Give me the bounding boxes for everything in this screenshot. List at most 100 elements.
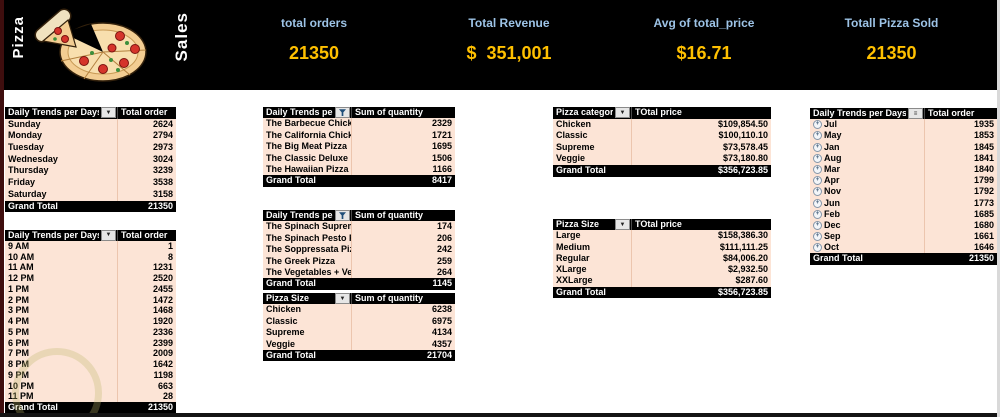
column-header-label: Pizza Size [266,293,310,303]
expand-icon[interactable]: + [813,120,822,130]
table-row[interactable]: XXLarge $287.60 [553,275,771,287]
row-label-cell: 12 PM [5,273,117,284]
table-row[interactable]: + Jun 1773 [810,197,997,209]
table-row[interactable]: The Spinach Supreme Piz174 [263,221,455,233]
table-row[interactable]: Chicken 6238 [263,304,455,316]
window-left-edge [0,0,4,417]
expand-icon[interactable]: + [813,232,822,242]
filter-dropdown-icon[interactable]: ▼ [615,219,630,231]
table-row[interactable]: Medium $111,111.25 [553,241,771,253]
table-row[interactable]: Tuesday 2973 [5,142,176,154]
table-row[interactable]: + Jul 1935 [810,119,997,131]
table-row[interactable]: Sunday 2624 [5,118,176,131]
table-row[interactable]: The Big Meat Pizza 1695 [263,141,455,153]
row-label: Classic [266,315,298,326]
table-row[interactable]: Regular $84,006.20 [553,252,771,265]
expand-icon[interactable]: + [813,165,822,175]
filter-lines-icon[interactable]: ≡ [908,108,923,120]
table-row[interactable]: The Soppressata Pizza242 [263,244,455,256]
table-row[interactable]: + Dec 1680 [810,219,997,232]
table-row[interactable]: 11 AM 1231 [5,262,176,273]
table-row[interactable]: Chicken $109,854.50 [553,118,771,131]
table-row[interactable]: Friday 3538 [5,177,176,189]
row-label-cell: 1 PM [5,284,117,295]
table-row[interactable]: Classic $100,110.10 [553,130,771,142]
row-value: 1695 [351,141,455,153]
row-value: 174 [351,221,455,233]
table-row[interactable]: XLarge $2,932.50 [553,264,771,276]
filter-dropdown-icon[interactable]: ▼ [101,230,116,241]
table-row[interactable]: 9 PM 1198 [5,369,176,381]
expand-icon[interactable]: + [813,142,822,152]
value-column-header: Sum of quantity [351,107,455,119]
kpi-label: Total Revenue [468,16,550,30]
table-row[interactable]: + May 1853 [810,130,997,142]
table-row[interactable]: Veggie $73,180.80 [553,153,771,165]
pivot-table-bottom-pizzas-by-quantity: Daily Trends per DaysSum of quantityThe … [263,210,455,290]
expand-icon[interactable]: + [813,220,822,230]
table-row[interactable]: Supreme $73,578.45 [553,141,771,154]
table-row[interactable]: + Sep 1661 [810,231,997,243]
table-row[interactable]: 8 PM 1642 [5,359,176,370]
pivot-table-category-revenue: Pizza category ▼ TOtal price Chicken $109,85… [553,107,771,177]
table-row[interactable]: Thursday 3239 [5,165,176,178]
table-row[interactable]: 6 PM 2399 [5,337,176,349]
table-row[interactable]: + Apr 1799 [810,175,997,187]
expand-icon[interactable]: + [813,176,822,186]
filter-funnel-icon[interactable] [335,107,350,119]
expand-icon[interactable]: + [813,187,822,197]
row-value: 4357 [351,338,455,350]
table-row[interactable]: + Mar 1840 [810,163,997,176]
filter-dropdown-icon[interactable]: ▼ [335,293,350,305]
table-row[interactable]: Monday 2794 [5,130,176,143]
table-row[interactable]: Supreme 4134 [263,327,455,339]
table-row[interactable]: 5 PM 2336 [5,326,176,338]
table-row[interactable]: The Vegetables + Vegetab264 [263,266,455,279]
table-row[interactable]: + Jan 1845 [810,141,997,153]
table-row[interactable]: The Barbecue Chicken Pi2329 [263,118,455,130]
table-row[interactable]: + Feb 1685 [810,208,997,220]
table-row[interactable]: Wednesday 3024 [5,153,176,166]
expand-icon[interactable]: + [813,243,822,253]
filter-dropdown-icon[interactable]: ▼ [101,107,116,119]
table-row[interactable]: 11 PM 28 [5,391,176,402]
table-row[interactable]: + Aug 1841 [810,152,997,164]
pivot-table-category-quantity: Pizza Size ▼ Sum of quantity Chicken 6238 Cla… [263,293,455,362]
table-row[interactable]: + Nov 1792 [810,186,997,198]
expand-icon[interactable]: + [813,131,822,141]
row-label-cell: Sunday [5,119,117,131]
table-row[interactable]: The Spinach Pesto Pizza206 [263,232,455,245]
table-row[interactable]: 4 PM 1920 [5,316,176,327]
grand-total-value: 21350 [968,253,994,264]
row-label: Nov [824,186,842,197]
table-row[interactable]: 12 PM 2520 [5,273,176,284]
grand-total-value: $356,723.85 [717,164,768,175]
table-row[interactable]: Saturday 3158 [5,188,176,201]
table-row[interactable]: 7 PM 2009 [5,348,176,359]
table-row[interactable]: The Hawaiian Pizza 1166 [263,163,455,176]
table-row[interactable]: 10 PM 663 [5,380,176,392]
table-row[interactable]: Veggie 4357 [263,338,455,350]
filter-funnel-icon[interactable] [335,210,350,222]
table-row[interactable]: 1 PM 2455 [5,283,176,295]
row-label: XXLarge [556,275,593,286]
table-row[interactable]: The Classic Deluxe Pizza1506 [263,152,455,164]
row-label-cell: Veggie [263,339,351,350]
table-row[interactable]: 2 PM 1472 [5,294,176,306]
filter-dropdown-icon[interactable]: ▼ [615,107,630,119]
table-row[interactable]: The California Chicken Pi1721 [263,129,455,142]
expand-icon[interactable]: + [813,198,822,208]
row-label-cell: 11 PM [5,391,117,402]
table-row[interactable]: Large $158,386.30 [553,230,771,242]
expand-icon[interactable]: + [813,153,822,163]
expand-icon[interactable]: + [813,209,822,219]
column-header-label: Daily Trends per Days [813,108,906,118]
table-row[interactable]: 10 AM 8 [5,251,176,263]
table-row[interactable]: Classic 6975 [263,315,455,328]
table-row[interactable]: The Greek Pizza 259 [263,255,455,267]
table-row[interactable]: 9 AM 1 [5,240,176,252]
table-row[interactable]: 3 PM 1468 [5,305,176,316]
table-row[interactable]: + Oct 1646 [810,242,997,254]
pizza-logo-image [34,8,147,82]
row-label: Classic [556,130,588,141]
